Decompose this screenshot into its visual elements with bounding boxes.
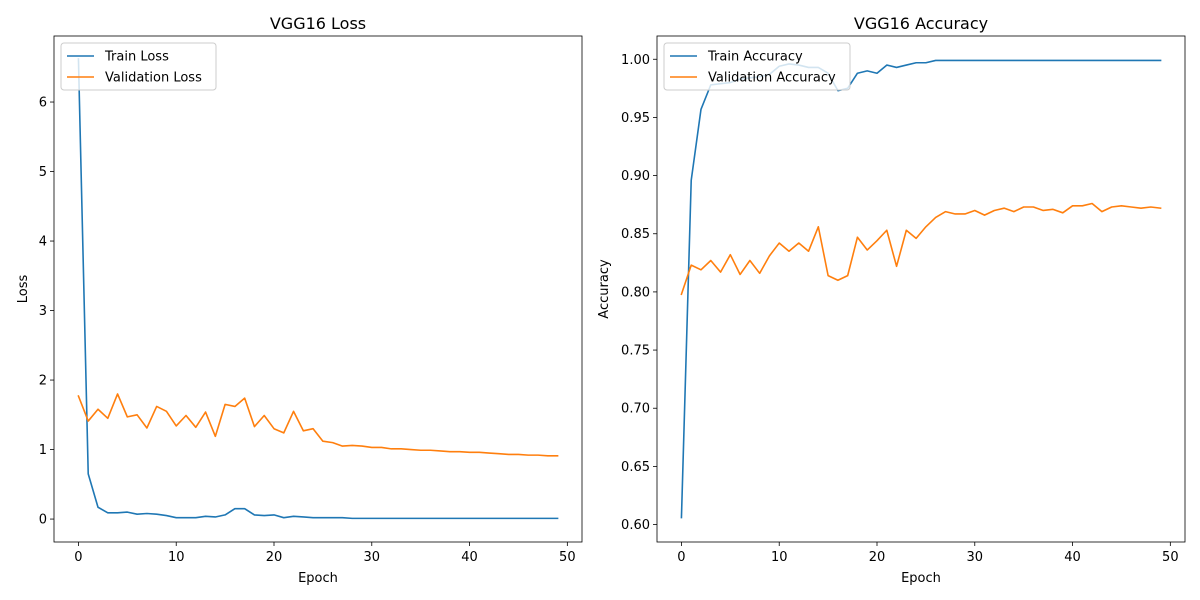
accuracy-y-axis-label: Accuracy bbox=[597, 259, 612, 319]
loss-x-tick-label: 30 bbox=[364, 550, 381, 565]
loss-chart-panel: 0 10 20 30 40 50 0 1 2 3 4 5 6 VGG16 Loss Epoch Loss Tra… bbox=[16, 14, 583, 586]
loss-series-line-validation-loss bbox=[77, 393, 559, 457]
accuracy-legend-label: Train Accuracy bbox=[707, 50, 803, 65]
accuracy-x-tick-label: 0 bbox=[677, 550, 685, 565]
accuracy-legend-box bbox=[663, 42, 851, 91]
loss-y-tick-label: 0 bbox=[39, 513, 47, 528]
loss-x-tick-label: 0 bbox=[74, 550, 82, 565]
loss-legend: Train Loss Validation Loss bbox=[60, 42, 217, 91]
accuracy-x-axis-label: Epoch bbox=[901, 571, 941, 586]
accuracy-x-tick-label: 40 bbox=[1064, 550, 1081, 565]
loss-series-line-train-loss bbox=[77, 58, 559, 520]
loss-y-tick-label: 4 bbox=[39, 235, 47, 250]
accuracy-x-tick-label: 30 bbox=[967, 550, 984, 565]
accuracy-y-tick-label: 0.95 bbox=[621, 111, 650, 126]
accuracy-axes-frame bbox=[656, 35, 1186, 543]
loss-x-tick-label: 10 bbox=[168, 550, 185, 565]
accuracy-y-tick-label: 0.60 bbox=[621, 518, 650, 533]
loss-y-tick-label: 2 bbox=[39, 374, 47, 389]
accuracy-chart-panel: 0 10 20 30 40 50 0.60 0.65 0.70 0.75 0.80 0.85 0.90 0… bbox=[597, 14, 1186, 586]
loss-x-axis-label: Epoch bbox=[298, 571, 338, 586]
loss-y-tick-label: 6 bbox=[39, 96, 47, 111]
loss-x-tick-label: 20 bbox=[266, 550, 283, 565]
accuracy-y-tick-label: 0.70 bbox=[621, 402, 650, 417]
accuracy-y-tick-label: 0.80 bbox=[621, 285, 650, 300]
accuracy-y-tick-label: 0.90 bbox=[621, 169, 650, 184]
loss-chart-title: VGG16 Loss bbox=[270, 14, 366, 33]
accuracy-y-tick-label: 0.75 bbox=[621, 344, 650, 359]
loss-series-group bbox=[77, 58, 559, 520]
loss-legend-label: Train Loss bbox=[104, 50, 169, 65]
loss-y-axis-label: Loss bbox=[16, 275, 31, 304]
accuracy-series-line-validation-accuracy bbox=[680, 202, 1162, 296]
loss-axes-frame bbox=[53, 35, 583, 543]
loss-y-tick-label: 5 bbox=[39, 165, 47, 180]
accuracy-x-tick-label: 10 bbox=[771, 550, 788, 565]
loss-legend-label: Validation Loss bbox=[105, 71, 202, 86]
accuracy-x-tick-label: 20 bbox=[869, 550, 886, 565]
loss-y-tick-label: 1 bbox=[39, 443, 47, 458]
loss-x-tick-label: 50 bbox=[559, 550, 576, 565]
loss-y-tick-label: 3 bbox=[39, 304, 47, 319]
loss-legend-box bbox=[60, 42, 217, 91]
accuracy-y-tick-label: 0.85 bbox=[621, 227, 650, 242]
accuracy-y-tick-label: 1.00 bbox=[621, 53, 650, 68]
accuracy-chart-title: VGG16 Accuracy bbox=[854, 14, 988, 33]
accuracy-legend-label: Validation Accuracy bbox=[708, 71, 836, 86]
accuracy-x-tick-label: 50 bbox=[1162, 550, 1179, 565]
accuracy-legend: Train Accuracy Validation Accuracy bbox=[663, 42, 851, 91]
accuracy-y-tick-label: 0.65 bbox=[621, 460, 650, 475]
loss-x-tick-label: 40 bbox=[461, 550, 478, 565]
